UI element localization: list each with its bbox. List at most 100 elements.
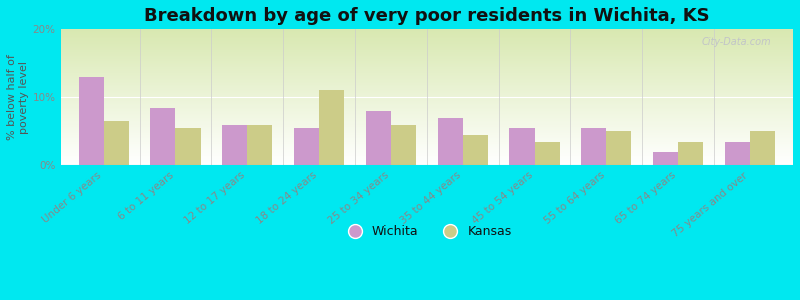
Bar — [61, 141, 793, 142]
Bar — [61, 108, 793, 109]
Bar — [61, 146, 793, 147]
Bar — [391, 124, 416, 165]
Bar — [61, 137, 793, 138]
Bar — [61, 75, 793, 76]
Bar — [61, 138, 793, 139]
Bar — [534, 142, 560, 165]
Bar — [61, 117, 793, 118]
Bar — [61, 68, 793, 69]
Bar — [61, 60, 793, 61]
Bar — [61, 135, 793, 136]
Bar — [61, 69, 793, 70]
Bar — [61, 78, 793, 79]
Bar — [61, 47, 793, 48]
Bar — [61, 63, 793, 64]
Bar — [61, 104, 793, 105]
Bar — [61, 132, 793, 133]
Bar — [61, 31, 793, 32]
Bar — [61, 126, 793, 127]
Bar — [61, 139, 793, 140]
Bar — [61, 79, 793, 80]
Bar — [61, 158, 793, 159]
Bar — [61, 65, 793, 66]
Bar — [61, 155, 793, 156]
Bar — [104, 121, 129, 165]
Bar — [61, 64, 793, 65]
Bar — [61, 144, 793, 145]
Bar — [61, 133, 793, 134]
Bar — [61, 92, 793, 93]
Bar — [61, 97, 793, 98]
Bar — [61, 99, 793, 100]
Bar — [61, 153, 793, 154]
Bar — [61, 152, 793, 153]
Bar — [61, 115, 793, 116]
Bar — [294, 128, 319, 165]
Bar — [61, 134, 793, 135]
Bar — [61, 70, 793, 71]
Bar — [61, 161, 793, 162]
Bar — [61, 82, 793, 83]
Title: Breakdown by age of very poor residents in Wichita, KS: Breakdown by age of very poor residents … — [144, 7, 710, 25]
Legend: Wichita, Kansas: Wichita, Kansas — [342, 225, 512, 238]
Bar — [61, 51, 793, 52]
Bar — [61, 45, 793, 46]
Bar — [222, 124, 247, 165]
Bar — [61, 43, 793, 44]
Bar — [61, 55, 793, 56]
Bar — [61, 162, 793, 163]
Bar — [61, 95, 793, 96]
Bar — [61, 77, 793, 78]
Bar — [61, 112, 793, 113]
Bar — [61, 160, 793, 161]
Bar — [366, 111, 391, 165]
Bar — [61, 33, 793, 34]
Bar — [61, 81, 793, 82]
Bar — [61, 37, 793, 38]
Bar — [61, 58, 793, 59]
Bar — [61, 94, 793, 95]
Bar — [61, 83, 793, 84]
Bar — [247, 124, 273, 165]
Bar — [61, 80, 793, 81]
Bar — [61, 66, 793, 67]
Bar — [61, 30, 793, 31]
Bar — [61, 129, 793, 130]
Y-axis label: % below half of
poverty level: % below half of poverty level — [7, 54, 29, 140]
Bar — [653, 152, 678, 165]
Bar — [61, 131, 793, 132]
Bar — [61, 40, 793, 41]
Bar — [61, 111, 793, 112]
Bar — [61, 148, 793, 149]
Bar — [61, 157, 793, 158]
Bar — [61, 91, 793, 92]
Bar — [61, 61, 793, 62]
Bar — [61, 149, 793, 150]
Bar — [61, 121, 793, 122]
Bar — [750, 131, 775, 165]
Bar — [61, 164, 793, 165]
Bar — [319, 91, 344, 165]
Bar — [61, 96, 793, 97]
Bar — [150, 107, 175, 165]
Bar — [61, 57, 793, 58]
Bar — [61, 93, 793, 94]
Bar — [61, 102, 793, 103]
Bar — [61, 34, 793, 35]
Bar — [606, 131, 631, 165]
Bar — [61, 90, 793, 91]
Bar — [61, 142, 793, 143]
Bar — [61, 113, 793, 114]
Bar — [61, 105, 793, 106]
Bar — [61, 110, 793, 111]
Bar — [78, 77, 104, 165]
Bar — [61, 42, 793, 43]
Bar — [61, 107, 793, 108]
Bar — [61, 114, 793, 115]
Bar — [61, 74, 793, 75]
Bar — [61, 59, 793, 60]
Bar — [61, 48, 793, 49]
Bar — [175, 128, 201, 165]
Bar — [61, 159, 793, 160]
Bar — [61, 62, 793, 63]
